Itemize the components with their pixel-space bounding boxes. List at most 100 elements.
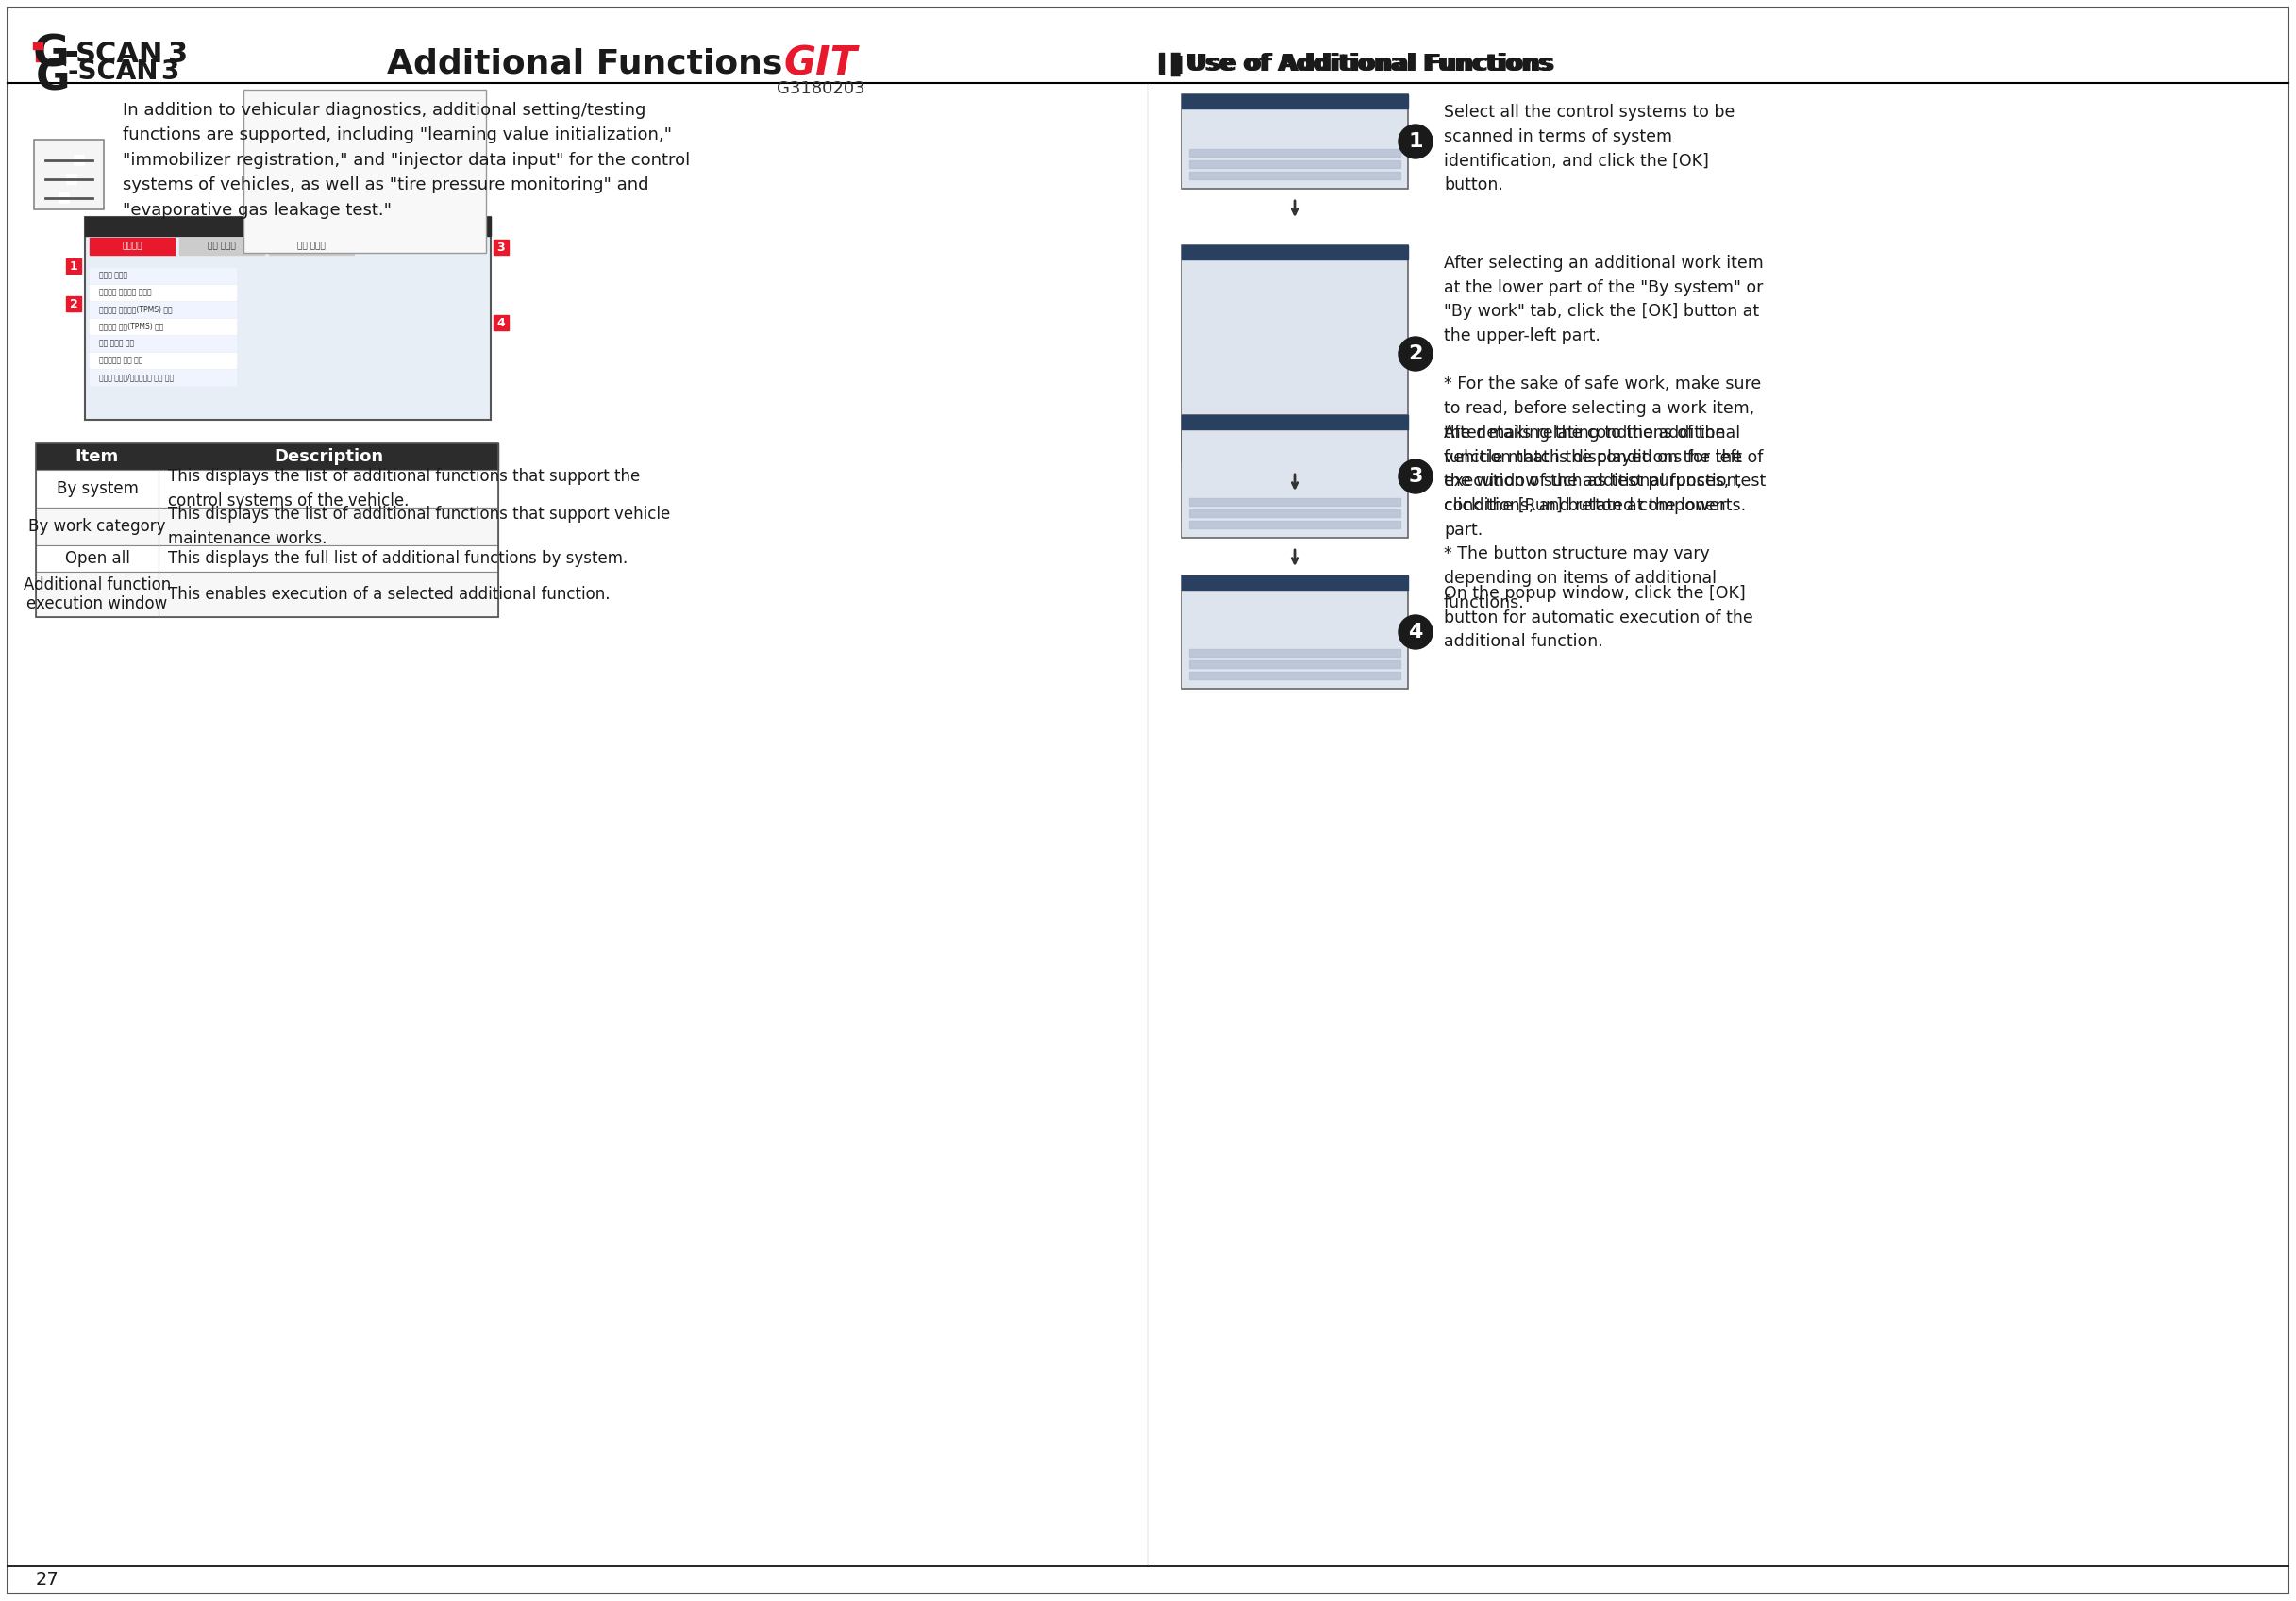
Text: 4: 4: [496, 317, 505, 328]
Text: 타이어압 모니터링(TPMS) 점검: 타이어압 모니터링(TPMS) 점검: [99, 306, 172, 314]
Bar: [1182, 94, 1407, 109]
Bar: [90, 352, 236, 368]
Bar: [90, 267, 236, 283]
Circle shape: [1398, 459, 1433, 493]
Text: 시스템별: 시스템별: [122, 242, 142, 250]
FancyBboxPatch shape: [1182, 575, 1407, 688]
FancyBboxPatch shape: [85, 218, 491, 419]
Bar: [1189, 509, 1401, 517]
Bar: [1182, 575, 1407, 589]
Text: 4: 4: [1407, 623, 1424, 642]
Bar: [90, 237, 174, 255]
Bar: [67, 296, 80, 311]
Bar: [37, 54, 44, 61]
Bar: [494, 315, 510, 330]
Text: Select all the control systems to be
scanned in terms of system
identification, : Select all the control systems to be sca…: [1444, 104, 1736, 194]
Text: 모두 펼치기: 모두 펼치기: [298, 242, 326, 250]
Bar: [90, 303, 236, 317]
Bar: [67, 258, 80, 274]
Text: On the popup window, click the [OK]
button for automatic execution of the
additi: On the popup window, click the [OK] butt…: [1444, 584, 1754, 650]
Bar: [1182, 415, 1407, 429]
Bar: [179, 237, 264, 255]
Text: G: G: [32, 34, 69, 75]
Bar: [37, 508, 498, 546]
Text: This enables execution of a selected additional function.: This enables execution of a selected add…: [168, 586, 611, 604]
FancyBboxPatch shape: [34, 139, 103, 210]
Text: 3: 3: [496, 242, 505, 253]
Text: G3180203: G3180203: [776, 80, 866, 98]
Bar: [37, 546, 498, 572]
Bar: [37, 443, 498, 616]
Bar: [32, 43, 41, 50]
FancyBboxPatch shape: [243, 90, 487, 253]
Text: -: -: [64, 37, 80, 72]
Bar: [1189, 160, 1401, 168]
Text: G: G: [37, 59, 71, 99]
Text: 전자식 핵스로/솔레노이드 밸브 점도: 전자식 핵스로/솔레노이드 밸브 점도: [99, 373, 174, 381]
Bar: [67, 175, 76, 184]
Bar: [1189, 672, 1401, 679]
Circle shape: [1398, 125, 1433, 158]
Bar: [37, 469, 498, 508]
Bar: [90, 336, 236, 351]
Text: Item: Item: [76, 448, 119, 466]
Bar: [1189, 445, 1401, 453]
Text: Additional function
execution window: Additional function execution window: [23, 576, 170, 613]
Text: Additional Functions: Additional Functions: [388, 48, 783, 80]
Bar: [60, 194, 69, 203]
Bar: [37, 508, 498, 546]
Circle shape: [1398, 336, 1433, 371]
Bar: [90, 370, 236, 384]
Text: 2: 2: [1407, 344, 1424, 363]
Text: After making the conditions of the
vehicle match the conditions for the
executio: After making the conditions of the vehic…: [1444, 424, 1743, 612]
Bar: [1189, 434, 1401, 442]
Text: 타이어압 센서(TPMS) 등기: 타이어압 센서(TPMS) 등기: [99, 322, 163, 331]
Text: This displays the full list of additional functions by system.: This displays the full list of additiona…: [168, 551, 627, 567]
Bar: [1159, 53, 1164, 74]
Text: 작업 분류별: 작업 분류별: [207, 242, 236, 250]
Circle shape: [1398, 615, 1433, 648]
Text: SCAN: SCAN: [76, 42, 163, 69]
Bar: [37, 572, 498, 616]
Bar: [1189, 648, 1401, 656]
Text: Description: Description: [273, 448, 383, 466]
Text: 1: 1: [1407, 131, 1424, 150]
Text: 2: 2: [69, 298, 78, 311]
Text: This displays the list of additional functions that support the
control systems : This displays the list of additional fun…: [168, 469, 641, 509]
Text: After selecting an additional work item
at the lower part of the "By system" or
: After selecting an additional work item …: [1444, 255, 1766, 514]
Text: This displays the list of additional functions that support vehicle
maintenance : This displays the list of additional fun…: [168, 506, 670, 546]
Text: 센싱값 초기화: 센싱값 초기화: [99, 271, 129, 280]
Bar: [90, 285, 236, 299]
Bar: [90, 319, 236, 335]
Text: By system: By system: [55, 480, 138, 498]
Text: 1: 1: [69, 259, 78, 272]
Text: Open all: Open all: [64, 551, 129, 567]
Text: 공조 핵스로 점검: 공조 핵스로 점검: [99, 339, 133, 347]
Text: ▮Use of Additional Functions: ▮Use of Additional Functions: [1171, 53, 1552, 75]
Bar: [1189, 171, 1401, 179]
Text: -SCAN: -SCAN: [69, 59, 158, 85]
Text: 3: 3: [161, 59, 179, 85]
Text: 27: 27: [37, 1571, 60, 1590]
Bar: [1189, 423, 1401, 431]
FancyBboxPatch shape: [1182, 94, 1407, 189]
Bar: [73, 155, 85, 165]
Bar: [37, 469, 498, 508]
Bar: [37, 546, 498, 572]
Text: ▌Use of Additional Functions: ▌Use of Additional Functions: [1171, 53, 1554, 77]
Bar: [1182, 245, 1407, 259]
Bar: [1189, 498, 1401, 506]
Text: 흡연방지 조임장치 초기화: 흡연방지 조임장치 초기화: [99, 288, 152, 296]
FancyBboxPatch shape: [1182, 415, 1407, 538]
Text: In addition to vehicular diagnostics, additional setting/testing
functions are s: In addition to vehicular diagnostics, ad…: [122, 102, 691, 218]
Text: GIT: GIT: [785, 45, 859, 83]
Text: 3: 3: [1407, 467, 1424, 485]
FancyBboxPatch shape: [1182, 245, 1407, 463]
Bar: [37, 443, 498, 469]
Bar: [1189, 149, 1401, 157]
Bar: [1189, 520, 1401, 528]
Bar: [85, 218, 491, 235]
Bar: [494, 240, 510, 255]
Bar: [1189, 660, 1401, 668]
Text: 에어클리너 청소 알림: 에어클리너 청소 알림: [99, 355, 142, 365]
